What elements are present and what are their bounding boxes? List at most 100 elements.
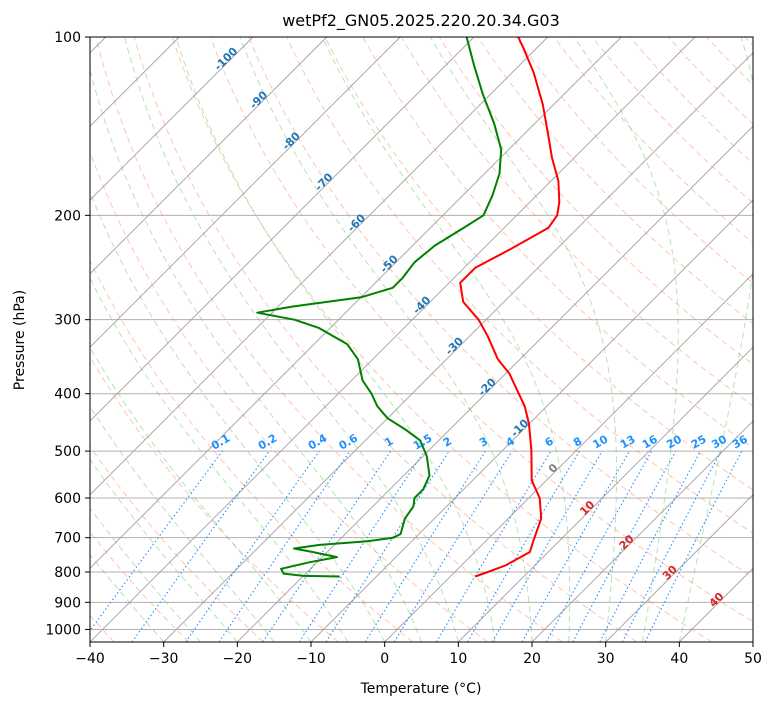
mixing-ratio-line — [298, 450, 425, 642]
moist-adiabat-line — [90, 458, 238, 642]
dry-adiabat-line — [171, 37, 712, 642]
y-tick-label: 900 — [54, 595, 81, 611]
moist-adiabat-line — [175, 37, 496, 642]
moist-adiabat-line — [90, 190, 386, 642]
isotherm-line — [531, 420, 753, 642]
moist-adiabat-line — [573, 37, 679, 642]
isotherm-line — [90, 37, 475, 422]
y-tick-label: 800 — [54, 565, 81, 581]
mixing-ratio-label: 25 — [689, 433, 709, 452]
x-tick-label: 50 — [744, 651, 762, 667]
mixing-ratio-line — [393, 450, 513, 642]
chart-background-lines — [90, 37, 753, 642]
x-tick-label: −20 — [223, 651, 253, 667]
dry-adiabat-line — [90, 445, 264, 642]
moist-adiabat-line — [124, 37, 459, 642]
dry-adiabat-line — [324, 37, 753, 491]
mixing-ratio-line — [572, 450, 677, 642]
mixing-ratio-line — [262, 450, 392, 642]
isotherm-line — [605, 494, 753, 642]
moist-adiabat-line — [90, 405, 275, 642]
dry-adiabat-line — [744, 37, 753, 47]
isotherm-label: -100 — [212, 44, 241, 73]
isotherm-label: -90 — [247, 88, 270, 111]
chart-title: wetPf2_GN05.2025.220.20.34.G03 — [282, 11, 560, 31]
dry-adiabat-line — [400, 37, 753, 407]
isotherm-line — [752, 641, 753, 642]
mixing-ratio-line — [364, 450, 486, 642]
y-tick-label: 1000 — [45, 622, 81, 638]
dry-adiabat-line — [90, 531, 190, 642]
isotherm-line — [90, 37, 254, 201]
x-tick-label: 30 — [597, 651, 615, 667]
dry-adiabat-line — [95, 37, 563, 642]
isotherm-line — [90, 37, 328, 275]
mixing-ratio-label: 10 — [591, 432, 611, 451]
mixing-ratio-line — [325, 450, 450, 642]
isotherm-line — [90, 37, 696, 642]
isotherm-line — [457, 346, 753, 642]
mixing-ratio-label: 1.5 — [411, 432, 434, 453]
isotherm-label: 30 — [660, 563, 680, 583]
x-tick-label: 40 — [670, 651, 688, 667]
y-tick-label: 100 — [54, 30, 81, 46]
x-tick-label: −10 — [296, 651, 326, 667]
dry-adiabat-line — [90, 150, 488, 642]
mixing-ratio-line — [545, 450, 653, 642]
isotherm-label: 40 — [707, 590, 727, 610]
moist-adiabat-line — [321, 37, 571, 642]
y-tick-label: 500 — [54, 444, 81, 460]
isotherm-line — [90, 37, 549, 496]
x-axis-title: Temperature (°C) — [360, 681, 482, 697]
y-tick-label: 300 — [54, 313, 81, 329]
x-tick-label: −40 — [75, 651, 105, 667]
dry-adiabat-line — [553, 37, 753, 244]
x-tick-label: −30 — [149, 651, 179, 667]
moist-adiabat-line — [239, 37, 533, 642]
dry-adiabat-line — [438, 37, 753, 366]
dry-adiabat-line — [133, 37, 638, 642]
y-tick-label: 200 — [54, 208, 81, 224]
mixing-ratio-label: 20 — [664, 432, 684, 451]
x-tick-label: 10 — [449, 651, 467, 667]
mixing-ratio-line — [521, 450, 630, 642]
x-tick-label: 20 — [523, 651, 541, 667]
isotherm-label: -40 — [410, 293, 433, 316]
isotherm-line — [384, 273, 753, 642]
mixing-ratio-line — [90, 450, 223, 632]
dry-adiabat-line — [286, 37, 753, 534]
isotherm-line — [678, 567, 753, 642]
chart-annotation-labels: 0.1 0.2 0.4 0.6 1 1.5 2 3 4 6 8 10 13 16 20 25 30 36-100-… — [209, 44, 750, 609]
isotherm-line — [163, 52, 753, 642]
plot-frame — [89, 36, 754, 643]
dry-adiabat-line — [668, 37, 753, 125]
dry-adiabat-line — [629, 37, 753, 165]
isotherm-line — [90, 37, 401, 348]
dry-adiabat-line — [210, 37, 753, 623]
isotherm-label: -30 — [443, 334, 466, 357]
mixing-ratio-label: 0.1 — [209, 432, 232, 453]
moist-adiabat-line — [429, 37, 617, 642]
mixing-ratio-label: 1 — [382, 435, 395, 450]
y-tick-label: 600 — [54, 491, 81, 507]
mixing-ratio-line — [599, 450, 701, 642]
chart-axes: −40 −30 −20 −10 0 10 20 30 40 50 100 200 300 400 500 60… — [45, 30, 762, 667]
mixing-ratio-label: 16 — [640, 432, 660, 451]
isotherm-line — [310, 199, 753, 642]
isotherm-line — [90, 37, 622, 569]
temperature-profile-line — [459, 37, 561, 578]
chart-series-layer — [256, 37, 561, 578]
y-tick-label: 400 — [54, 387, 81, 403]
moist-adiabat-line — [90, 346, 312, 642]
moist-adiabat-line — [678, 37, 753, 642]
mixing-ratio-label: 36 — [730, 432, 750, 451]
dry-adiabat-line — [362, 37, 753, 449]
dry-adiabat-line — [90, 259, 414, 642]
moist-adiabat-line — [90, 67, 422, 642]
mixing-ratio-line — [185, 450, 320, 642]
mixing-ratio-line — [218, 450, 351, 642]
dry-adiabat-line — [248, 37, 753, 578]
y-tick-label: 700 — [54, 531, 81, 547]
mixing-ratio-label: 0.2 — [256, 432, 279, 453]
